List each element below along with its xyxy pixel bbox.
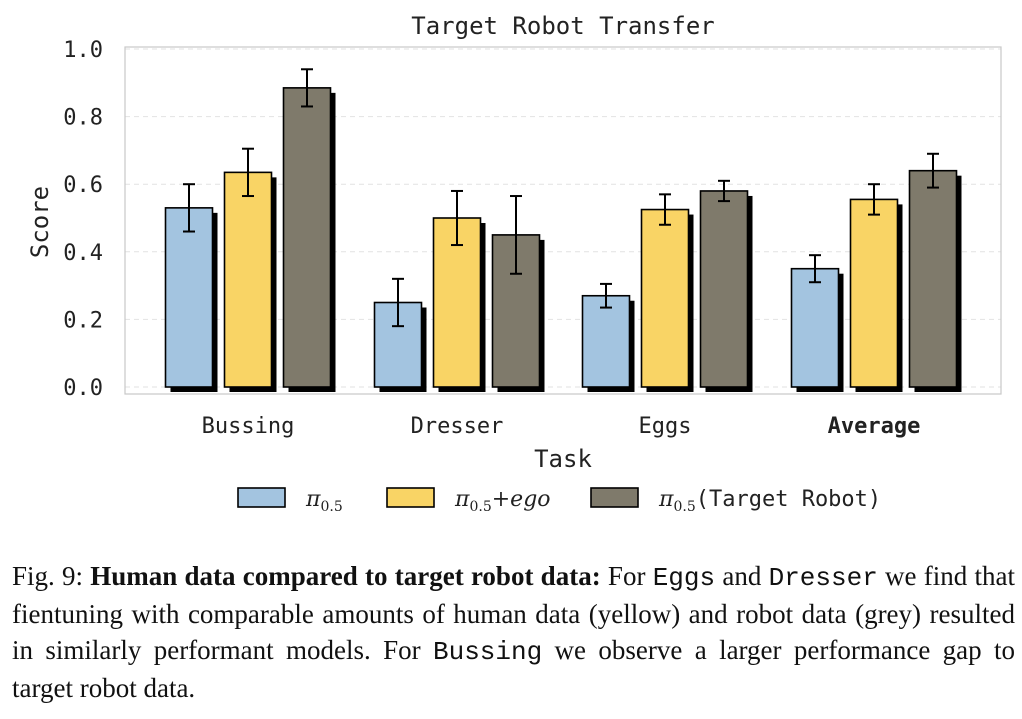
bar: [790, 267, 840, 388]
caption-prefix: Fig. 9:: [12, 561, 91, 591]
legend-swatch: [386, 487, 435, 508]
x-tick-label: Dresser: [411, 414, 504, 439]
bar: [432, 217, 482, 388]
bar: [282, 87, 332, 388]
y-tick-label: 0.6: [63, 173, 103, 198]
y-axis-ticks: 0.0 0.2 0.4 0.6 0.8 1.0: [63, 38, 103, 401]
caption-text-4: we observe a larger performance gap to t…: [12, 635, 1016, 703]
caption-bold: Human data compared to target robot data…: [90, 561, 601, 591]
bar: [640, 208, 690, 388]
y-tick-label: 0.8: [63, 106, 103, 131]
legend-label: π0.5: [305, 487, 343, 515]
legend-swatch: [590, 487, 639, 508]
bar: [908, 169, 958, 388]
legend-swatch: [237, 487, 286, 508]
caption-code-eggs: Eggs: [652, 563, 716, 593]
bar: [223, 171, 273, 388]
legend-label: π0.5+ego: [454, 487, 551, 515]
x-tick-label: Eggs: [639, 414, 692, 439]
legend: π0.5 π0.5+ego π0.5(Target Robot): [237, 487, 881, 515]
bar: [581, 294, 631, 388]
caption-text-2: and: [715, 561, 769, 591]
y-tick-label: 1.0: [63, 38, 103, 63]
caption-code-bussing: Bussing: [432, 637, 543, 667]
caption-text-1: For: [600, 561, 653, 591]
y-tick-label: 0.2: [63, 308, 103, 333]
bars: [164, 68, 962, 393]
caption-code-dresser: Dresser: [768, 563, 878, 593]
x-tick-label: Average: [828, 414, 921, 439]
y-tick-label: 0.0: [63, 376, 103, 401]
x-tick-label: Bussing: [202, 414, 295, 439]
x-axis-ticks: Bussing Dresser Eggs Average: [202, 414, 921, 439]
caption-text-3: we find that fientuning with comparable …: [12, 561, 1016, 665]
y-tick-label: 0.4: [63, 241, 103, 266]
bar: [164, 207, 214, 388]
y-axis-label: Score: [26, 186, 54, 258]
legend-label: π0.5(Target Robot): [658, 487, 881, 515]
x-axis-label: Task: [534, 445, 592, 473]
bar: [699, 190, 749, 388]
chart-title: Target Robot Transfer: [411, 12, 714, 40]
bar: [849, 198, 899, 388]
figure-caption: Fig. 9: Human data compared to target ro…: [12, 558, 1015, 706]
plot-area-frame: [124, 46, 1002, 395]
bar-chart: 0.0 0.2 0.4 0.6 0.8 1.0 Bussing Dresser Eggs Ave…: [26, 12, 1002, 515]
